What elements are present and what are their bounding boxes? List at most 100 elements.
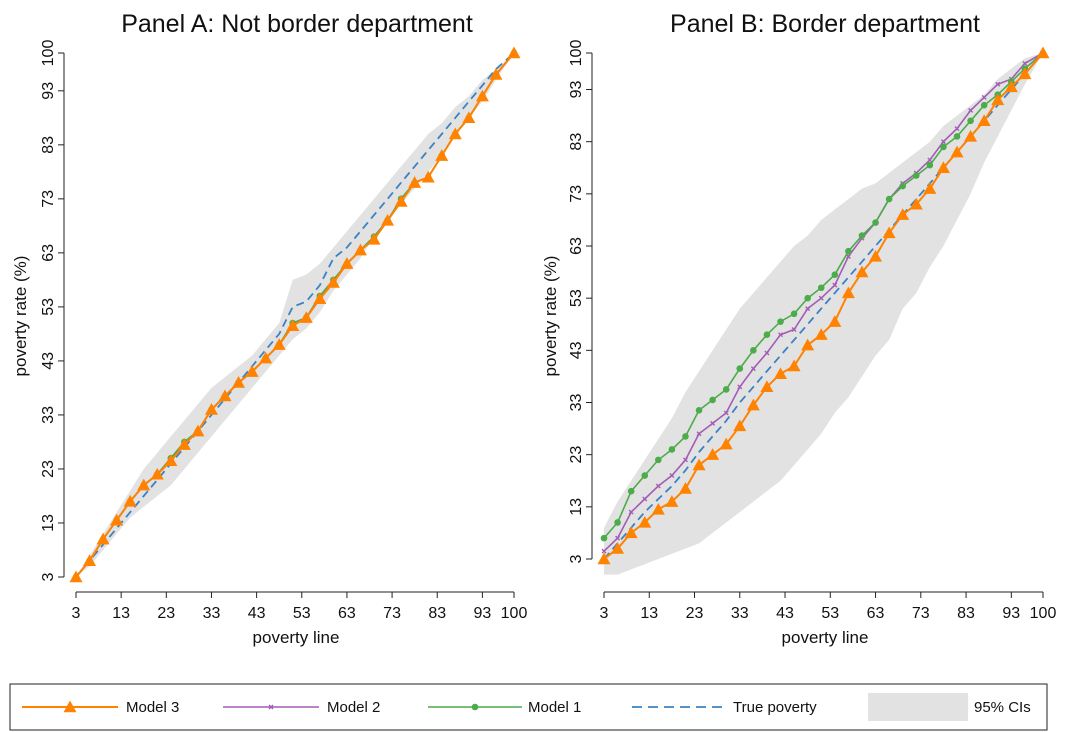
panel-b-x-tick-label: 100 — [1030, 605, 1057, 622]
panel-b-point-model1 — [804, 294, 811, 302]
panel-a-title: Panel A: Not border department — [121, 10, 473, 38]
panel-b-point-model1 — [750, 347, 757, 354]
panel-b-point-model3 — [977, 114, 991, 127]
panel-b-point-model2 — [696, 431, 702, 437]
panel-b-point-model1 — [926, 161, 934, 169]
legend-marker-model2 — [268, 704, 274, 710]
panel-a-x-tick-label: 23 — [157, 605, 175, 622]
panel-b-point-model2 — [778, 332, 783, 338]
panel-a-point-model3 — [69, 570, 83, 583]
panel-b-point-model2 — [1022, 60, 1028, 66]
panel-a-x-tick-label: 33 — [203, 605, 221, 622]
panel-a-point-model3 — [448, 127, 462, 140]
panel-a-y-tick-label: 63 — [40, 244, 57, 262]
panel-a-point-model3 — [475, 89, 489, 102]
panel-a-y-tick-label: 43 — [40, 352, 57, 370]
panel-a-ci-band — [76, 53, 514, 577]
panel-b-point-model1 — [736, 365, 744, 372]
panel-b-point-model2 — [927, 157, 933, 163]
panel-a-x-tick-label: 13 — [112, 605, 130, 622]
panel-a-point-model3 — [191, 424, 205, 437]
panel-a-x-tick-label: 93 — [473, 605, 491, 622]
panel-a-ylabel: poverty rate (%) — [11, 256, 30, 377]
panel-a-point-model3 — [232, 376, 246, 388]
panel-b-point-model1 — [763, 331, 771, 338]
legend-marker-model3 — [63, 700, 77, 713]
panel-b-point-model3 — [760, 380, 774, 393]
panel-b-point-model2 — [805, 306, 811, 312]
panel-a-point-model3 — [286, 319, 300, 332]
panel-b-point-model3 — [651, 502, 665, 515]
panel-b-point-model1 — [600, 534, 608, 542]
panel-b-point-model1 — [790, 310, 798, 318]
panel-b-point-model1 — [641, 472, 649, 479]
panel-a-y-tick-label: 13 — [40, 514, 57, 532]
panel-b-point-model2 — [981, 94, 987, 100]
panel-b-y-tick-label: 53 — [568, 289, 585, 307]
panel-b-point-model3 — [896, 208, 910, 220]
panel-a-point-model3 — [164, 454, 178, 467]
panel-a-point-model3 — [381, 213, 395, 226]
panel-a-point-model3 — [218, 389, 232, 402]
panel-a-y-tick-label: 83 — [40, 136, 57, 154]
panel-b-point-model3 — [1018, 67, 1032, 80]
panel-a-y-tick-label: 3 — [40, 572, 57, 581]
panel-b-point-model3 — [882, 226, 896, 239]
panel-b-point-model1 — [627, 487, 635, 495]
panel-b-title: Panel B: Border department — [670, 10, 980, 38]
panel-b-point-model1 — [858, 232, 866, 239]
panel-b-point-model3 — [787, 359, 801, 372]
panel-b-point-model3 — [991, 93, 1005, 106]
panel-a-x-tick-label: 63 — [338, 605, 356, 622]
panel-a-point-model3 — [177, 438, 191, 450]
panel-a-point-model3 — [110, 513, 124, 526]
panel-b-point-model2 — [791, 326, 797, 332]
legend-swatch-ci — [868, 693, 968, 721]
panel-a-x-tick-label: 83 — [428, 605, 446, 622]
legend: Model 3 Model 2 Model 1 True poverty 95%… — [9, 683, 1048, 731]
panel-a-x-tick-label: 43 — [248, 605, 266, 622]
panel-a-point-model3 — [137, 478, 151, 491]
panel-b-point-model2 — [628, 509, 634, 515]
panel-b-point-model3 — [841, 286, 855, 299]
panel-b-point-model2 — [642, 496, 648, 502]
panel-b-x-tick-label: 63 — [867, 605, 885, 622]
panel-b-point-model3 — [1036, 46, 1050, 59]
panel-b-point-model2 — [669, 473, 675, 479]
panel-b-x-tick-label: 73 — [912, 605, 930, 622]
panel-b-point-model1 — [682, 433, 689, 440]
panel-b-point-model3 — [774, 367, 788, 380]
panel-a-point-model3 — [340, 257, 354, 269]
panel-b-point-model2 — [750, 366, 756, 372]
panel-a-point-model3 — [435, 149, 449, 161]
panel-b-point-model1 — [872, 219, 879, 226]
panel-b-point-model3 — [855, 265, 869, 278]
panel-b-point-model2 — [940, 139, 946, 145]
panel-b-point-model3 — [814, 328, 828, 340]
panel-b-y-tick-label: 93 — [568, 81, 585, 99]
panel-a-point-model3 — [326, 276, 340, 288]
panel-a-y-tick-label: 23 — [40, 460, 57, 478]
panel-a-point-model3 — [150, 467, 164, 480]
panel-b-point-model3 — [624, 526, 638, 539]
panel-b-point-model3 — [678, 482, 692, 494]
panel-b-ylabel: poverty rate (%) — [541, 256, 560, 377]
panel-b-point-model1 — [953, 133, 961, 140]
panel-b-point-model2 — [682, 457, 688, 463]
panel-b-y-tick-label: 23 — [568, 446, 585, 464]
panel-b-point-model3 — [801, 338, 815, 351]
panel-b-point-model3 — [638, 515, 652, 528]
panel-b-x-tick-label: 43 — [776, 605, 794, 622]
panel-b-point-model3 — [611, 542, 625, 554]
panel-b: Panel B: Border department poverty line … — [541, 10, 1056, 647]
panel-a-x-tick-label: 73 — [383, 605, 401, 622]
panel-a-point-model3 — [462, 111, 476, 124]
panel-b-point-model3 — [964, 129, 978, 142]
panel-b-point-model2 — [655, 483, 661, 489]
panel-a-point-model3 — [408, 176, 422, 188]
panel-b-y-tick-label: 43 — [568, 341, 585, 359]
panel-b-x-tick-label: 13 — [640, 605, 658, 622]
panel-b-point-model1 — [845, 247, 852, 255]
panel-b-point-model3 — [597, 552, 611, 565]
panel-b-point-model2 — [968, 107, 974, 113]
